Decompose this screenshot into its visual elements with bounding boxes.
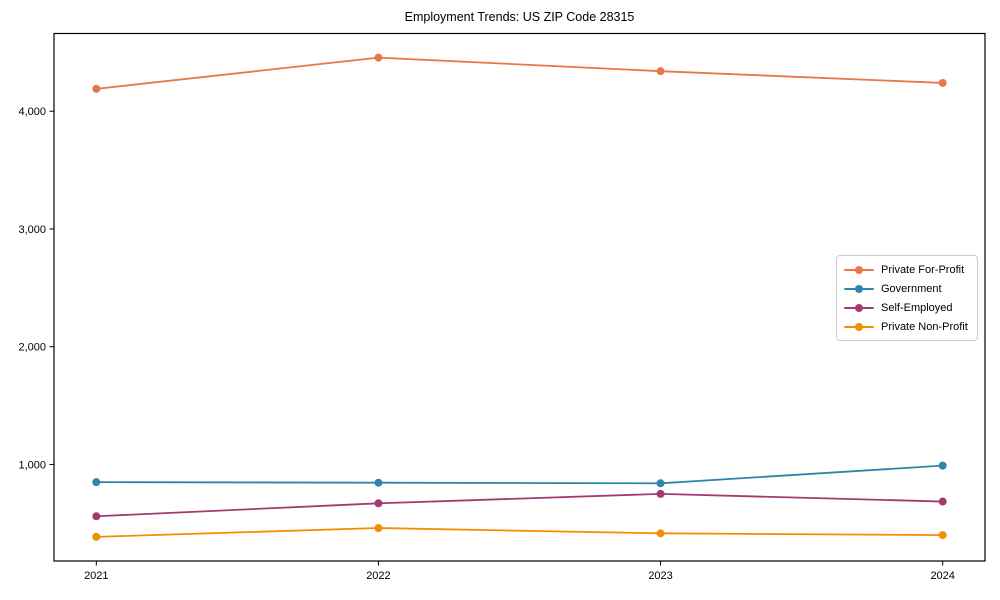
chart-title: Employment Trends: US ZIP Code 28315: [404, 10, 635, 24]
series-line-government: [95, 464, 944, 485]
plot-frame: [53, 32, 986, 562]
legend-line-marker-icon: [844, 265, 874, 274]
legend-row: Government: [844, 279, 971, 298]
data-point: [938, 497, 947, 506]
x-tick-label: 2021: [84, 570, 108, 582]
data-point: [938, 78, 947, 87]
data-point: [938, 531, 947, 540]
legend-row: Private Non-Profit: [844, 317, 971, 336]
data-point: [92, 512, 101, 521]
legend-label: Government: [881, 282, 942, 295]
data-point: [92, 84, 101, 93]
data-point: [92, 532, 101, 541]
data-point: [656, 489, 665, 498]
legend-label: Private For-Profit: [881, 263, 965, 276]
data-point: [374, 478, 383, 487]
x-tick-label: 2023: [648, 570, 672, 582]
y-tick-label: 2,000: [18, 342, 46, 354]
y-tick-label: 1,000: [18, 459, 46, 471]
legend-label: Private Non-Profit: [881, 320, 968, 333]
legend-label: Self-Employed: [881, 301, 953, 314]
series-line-private-non-profit: [95, 527, 944, 538]
x-tick-label: 2024: [930, 570, 954, 582]
data-point: [656, 67, 665, 76]
data-point: [656, 529, 665, 538]
legend-row: Self-Employed: [844, 298, 971, 317]
data-point: [374, 499, 383, 508]
legend: Private For-Profit Government Self-Employe…: [836, 255, 978, 341]
legend-line-marker-icon: [844, 303, 874, 312]
data-point: [938, 461, 947, 470]
series-line-self-employed: [95, 492, 944, 518]
data-point: [374, 53, 383, 62]
y-tick-label: 3,000: [18, 224, 46, 236]
data-point: [656, 479, 665, 488]
legend-line-marker-icon: [844, 284, 874, 293]
series-line-private-for-profit: [95, 56, 944, 90]
legend-line-marker-icon: [844, 322, 874, 331]
y-tick-label: 4,000: [18, 106, 46, 118]
data-point: [374, 524, 383, 533]
legend-row: Private For-Profit: [844, 260, 971, 279]
x-tick-label: 2022: [366, 570, 390, 582]
data-point: [92, 478, 101, 487]
